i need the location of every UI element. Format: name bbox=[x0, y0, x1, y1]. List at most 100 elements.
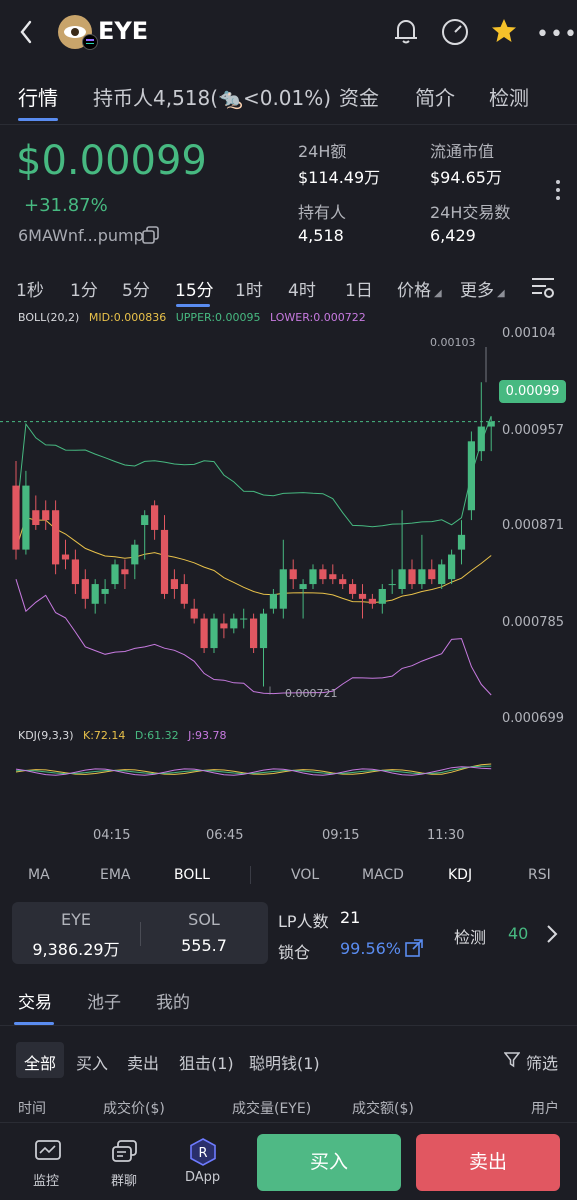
candle-body bbox=[131, 544, 139, 565]
vol24h-label: 24H额 bbox=[298, 142, 347, 161]
nav-monitor[interactable]: 监控 bbox=[33, 1174, 60, 1189]
price-axis-label: 0.000871 bbox=[502, 518, 565, 533]
indicator-boll[interactable]: BOLL bbox=[174, 867, 210, 883]
tab-check[interactable]: 检测 bbox=[489, 86, 529, 110]
time-axis-label: 11:30 bbox=[427, 828, 465, 843]
filter-snipe[interactable]: 狙击(1) bbox=[179, 1054, 234, 1073]
candle-body bbox=[477, 426, 485, 452]
indicator-ema[interactable]: EMA bbox=[100, 867, 131, 883]
interval-15m[interactable]: 15分 bbox=[175, 281, 214, 301]
tab-market[interactable]: 行情 bbox=[18, 86, 58, 110]
interval-price-dropdown[interactable]: 价格 ◢ bbox=[397, 276, 442, 301]
candle-body bbox=[368, 598, 376, 604]
lock-value[interactable]: 99.56% bbox=[340, 939, 402, 958]
filter-icon[interactable] bbox=[504, 1052, 520, 1068]
indicator-ma[interactable]: MA bbox=[28, 867, 50, 883]
copy-icon[interactable] bbox=[142, 226, 160, 244]
indicator-kdj[interactable]: KDJ bbox=[448, 867, 473, 883]
filter-sell[interactable]: 卖出 bbox=[127, 1054, 160, 1073]
candle-body bbox=[319, 569, 327, 580]
triangle-down-icon: ◢ bbox=[434, 288, 442, 299]
th-value: 成交额($) bbox=[352, 1101, 414, 1117]
candle-body bbox=[418, 569, 426, 585]
time-axis-label: 06:45 bbox=[206, 828, 244, 843]
nav-dapp[interactable]: DApp bbox=[185, 1170, 221, 1185]
filter-smart-money[interactable]: 聪明钱(1) bbox=[249, 1054, 320, 1073]
interval-1s[interactable]: 1秒 bbox=[16, 281, 44, 301]
candle-body bbox=[61, 554, 70, 560]
chart-settings-icon[interactable] bbox=[530, 274, 556, 300]
nav-group[interactable]: 群聊 bbox=[111, 1174, 138, 1189]
candle-body bbox=[448, 554, 456, 580]
gauge-icon[interactable] bbox=[440, 17, 470, 47]
check-label[interactable]: 检测 bbox=[454, 928, 487, 947]
interval-4h[interactable]: 4时 bbox=[288, 281, 316, 301]
current-price-tag: 0.00099 bbox=[499, 380, 566, 403]
more-icon[interactable]: ••• bbox=[536, 22, 577, 47]
candle-body bbox=[339, 579, 347, 585]
interval-1h[interactable]: 1时 bbox=[235, 281, 263, 301]
indicator-vol[interactable]: VOL bbox=[291, 867, 320, 883]
chevron-right-icon[interactable] bbox=[546, 924, 558, 944]
interval-more-dropdown[interactable]: 更多 ◢ bbox=[460, 276, 505, 301]
sell-button[interactable]: 卖出 bbox=[416, 1134, 560, 1191]
check-score[interactable]: 40 bbox=[508, 924, 529, 943]
candle-body bbox=[32, 510, 40, 525]
filter-all[interactable]: 全部 bbox=[24, 1054, 57, 1073]
back-arrow-icon[interactable] bbox=[18, 20, 34, 44]
candle-body bbox=[81, 579, 89, 599]
tab-trades[interactable]: 交易 bbox=[18, 993, 52, 1013]
price-chart[interactable] bbox=[0, 325, 500, 725]
filter-buy[interactable]: 买入 bbox=[76, 1054, 109, 1073]
high-marker: 0.00103 bbox=[430, 336, 476, 349]
candle-body bbox=[220, 623, 228, 629]
indicator-rsi[interactable]: RSI bbox=[528, 867, 551, 883]
time-axis-label: 04:15 bbox=[93, 828, 131, 843]
eye-icon bbox=[64, 26, 86, 38]
kdj-name: KDJ(9,3,3) bbox=[18, 729, 74, 742]
interval-underline bbox=[176, 304, 210, 307]
price-change: +31.87% bbox=[24, 195, 108, 216]
interval-1d[interactable]: 1日 bbox=[345, 281, 373, 301]
pool-token-amount: 9,386.29万 bbox=[32, 940, 120, 959]
bell-icon[interactable] bbox=[392, 16, 420, 46]
boll-mid-line bbox=[15, 516, 492, 604]
interval-1m[interactable]: 1分 bbox=[70, 281, 98, 301]
candle-body bbox=[467, 441, 475, 511]
boll-upper-line bbox=[15, 415, 492, 528]
tab-intro[interactable]: 简介 bbox=[415, 86, 455, 110]
price-axis-label: 0.000699 bbox=[502, 711, 565, 726]
indicator-macd[interactable]: MACD bbox=[362, 867, 404, 883]
candle-body bbox=[71, 559, 79, 585]
monitor-icon[interactable] bbox=[35, 1140, 61, 1164]
tab-underline bbox=[18, 118, 58, 121]
tab-mine[interactable]: 我的 bbox=[156, 993, 190, 1013]
chat-icon[interactable] bbox=[112, 1140, 138, 1164]
candle-body bbox=[487, 421, 495, 427]
chain-badge-icon bbox=[82, 34, 98, 50]
kdj-j-line bbox=[15, 766, 492, 776]
boll-legend: BOLL(20,2) MID:0.000836 UPPER:0.00095 LO… bbox=[18, 311, 366, 324]
buy-button[interactable]: 买入 bbox=[257, 1134, 401, 1191]
candle-body bbox=[12, 485, 20, 550]
candle-body bbox=[289, 569, 297, 580]
token-price: $0.00099 bbox=[16, 138, 207, 184]
interval-more-label: 更多 bbox=[460, 281, 494, 301]
star-icon[interactable] bbox=[490, 17, 518, 45]
th-user: 用户 bbox=[531, 1101, 559, 1117]
tab-holders[interactable]: 持币人4,518(🐀<0.01%) bbox=[93, 82, 331, 111]
interval-5m[interactable]: 5分 bbox=[122, 281, 150, 301]
candle-body bbox=[121, 569, 129, 575]
pool-token-label: EYE bbox=[61, 910, 91, 929]
candle-body bbox=[151, 505, 159, 530]
tab-pool[interactable]: 池子 bbox=[87, 993, 121, 1013]
dapp-icon[interactable]: R bbox=[190, 1138, 216, 1166]
token-title: EYE bbox=[98, 17, 149, 45]
kdj-k-line bbox=[15, 763, 492, 775]
external-link-icon[interactable] bbox=[405, 939, 423, 957]
vertical-more-icon[interactable] bbox=[556, 180, 560, 200]
filter-button[interactable]: 筛选 bbox=[526, 1054, 559, 1073]
tab-funds[interactable]: 资金 bbox=[339, 86, 379, 110]
candle-body bbox=[388, 584, 396, 586]
price-axis-label: 0.000785 bbox=[502, 615, 565, 630]
